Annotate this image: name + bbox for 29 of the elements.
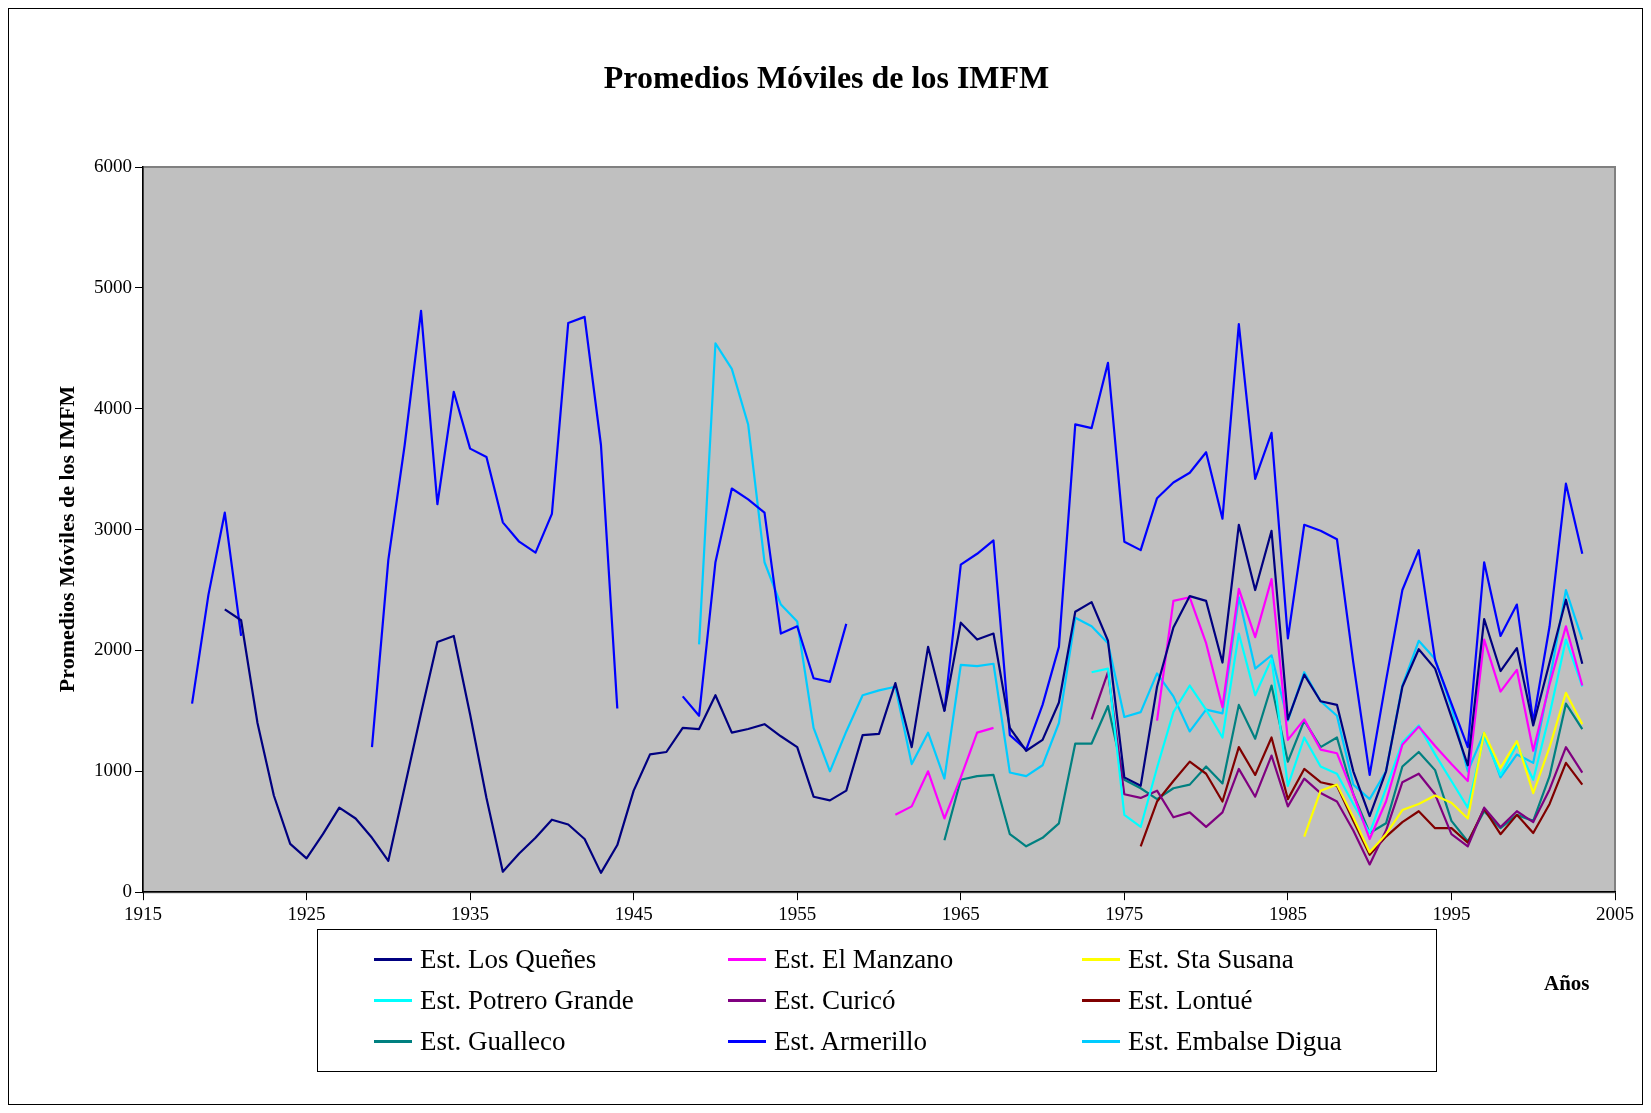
legend-label: Est. Armerillo: [774, 1026, 927, 1057]
x-tick-label: 1925: [287, 902, 326, 924]
y-tick-label: 1000: [94, 759, 132, 781]
chart-title: Promedios Móviles de los IMFM: [602, 59, 1051, 96]
y-tick-label: 2000: [94, 638, 132, 660]
legend-label: Est. Potrero Grande: [420, 985, 634, 1016]
x-tick-label: 1935: [451, 902, 490, 924]
y-tick-label: 6000: [94, 154, 132, 176]
x-tick-label: 1955: [778, 902, 817, 924]
x-axis-title: Años: [1544, 971, 1590, 996]
x-tick-label: 1965: [941, 902, 980, 924]
y-tick-label: 0: [122, 880, 132, 902]
legend-label: Est. Curicó: [774, 985, 896, 1016]
legend-label: Est. Sta Susana: [1128, 944, 1294, 975]
y-tick-label: 4000: [94, 396, 132, 418]
legend-label: Est. Embalse Digua: [1128, 1026, 1342, 1057]
y-tick-label: 3000: [94, 517, 132, 539]
x-tick-label: 1995: [1432, 902, 1471, 924]
x-tick-label: 1975: [1105, 902, 1144, 924]
legend-label: Est. Lontué: [1128, 985, 1253, 1016]
legend-label: Est. El Manzano: [774, 944, 954, 975]
x-tick-label: 1985: [1268, 902, 1307, 924]
legend-label: Est. Gualleco: [420, 1026, 566, 1057]
x-tick-label: 1945: [614, 902, 653, 924]
x-tick-label: 1915: [124, 902, 162, 924]
y-axis-title: Promedios Móviles de los IMFM: [54, 385, 80, 693]
x-tick-label: 2005: [1596, 902, 1634, 924]
y-tick-label: 5000: [94, 275, 132, 297]
legend-label: Est. Los Queñes: [420, 944, 597, 975]
